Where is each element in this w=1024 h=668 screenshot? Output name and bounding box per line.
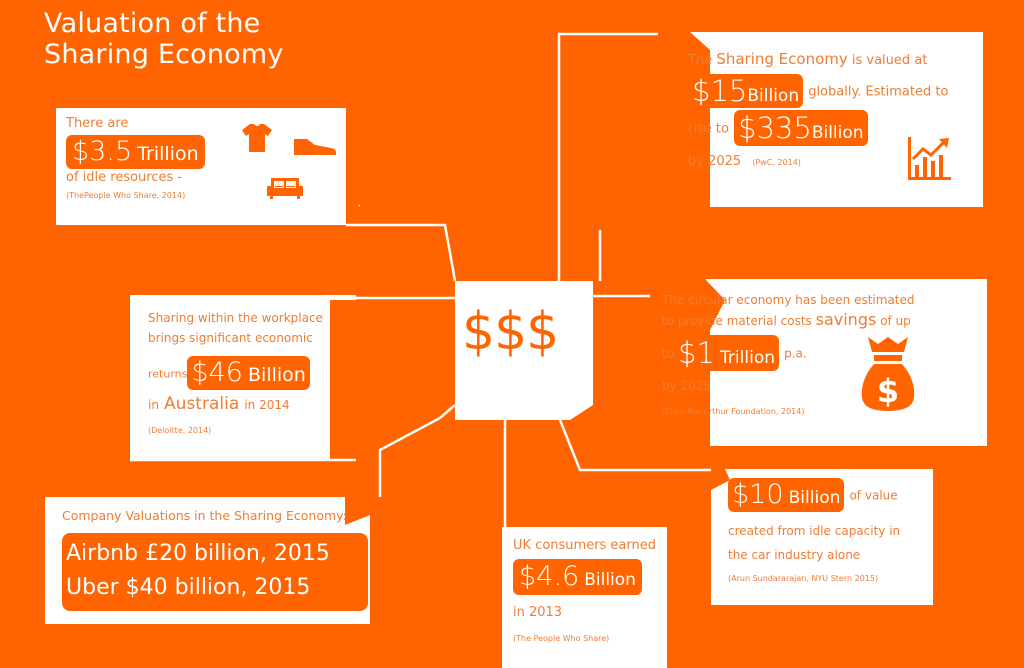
- circular-line-3-post: p.a.: [784, 346, 807, 361]
- global-line-1-post: is valued at: [847, 53, 928, 68]
- workplace-line-1: Sharing within the workplace: [148, 311, 323, 325]
- box-global-value: The Sharing Economy is valued at $15Bill…: [688, 50, 948, 169]
- workplace-line-4: in Australia in 2014: [148, 394, 323, 414]
- circular-line-2-post: of up: [880, 314, 911, 328]
- global-line-1-pre: The: [688, 53, 717, 68]
- workplace-source: (Deloitte, 2014): [148, 426, 212, 435]
- global-unit1: Billion: [747, 86, 800, 106]
- center-dollar-signs: $$$: [462, 302, 559, 362]
- idle-intro: There are: [66, 116, 129, 131]
- companies-list-badge: Airbnb £20 billion, 2015 Uber $40 billio…: [62, 533, 368, 611]
- money-bag-icon: $: [861, 337, 915, 411]
- car-line-1-post: of value: [849, 488, 898, 503]
- car-line-2: created from idle capacity in: [728, 524, 901, 538]
- global-source: (PwC, 2014): [752, 158, 801, 167]
- global-line-2-post: globally. Estimated to: [808, 84, 949, 100]
- box-circular: The circular economy has been estimated …: [662, 290, 915, 416]
- workplace-line-4-em: Australia: [164, 394, 240, 414]
- car-amount-badge: $10 Billion: [728, 478, 845, 512]
- global-amount2-badge: $335Billion: [734, 110, 868, 146]
- global-amount1: $15: [692, 74, 748, 108]
- global-line-4-text: by 2025: [688, 154, 742, 169]
- sofa-icon: [267, 178, 303, 199]
- companies-heading: Company Valuations in the Sharing Econom…: [62, 508, 347, 523]
- circular-line-2-pre: to provide material costs: [662, 314, 812, 328]
- workplace-line-4-pre: in: [148, 398, 159, 412]
- car-unit: Billion: [788, 488, 841, 508]
- global-line-1-em: Sharing Economy: [716, 50, 848, 68]
- idle-outro: of idle resources -: [66, 170, 183, 185]
- circular-amount: $1: [678, 336, 715, 370]
- growth-chart-icon: [908, 137, 951, 180]
- workplace-line-4-post: in 2014: [244, 398, 290, 412]
- idle-source: (ThePeople Who Share, 2014): [66, 191, 186, 200]
- global-line-1: The Sharing Economy is valued at: [688, 50, 948, 68]
- box-company-valuations: Company Valuations in the Sharing Econom…: [62, 508, 368, 611]
- idle-amount: $3.5: [72, 136, 133, 167]
- shoe-icon: [294, 139, 336, 155]
- circular-line-2: to provide material costs savings of up: [662, 310, 915, 331]
- workplace-line-2: brings significant economic: [148, 331, 313, 345]
- uk-unit: Billion: [584, 570, 636, 590]
- global-amount2: $335: [738, 111, 812, 145]
- box-uk-consumers: UK consumers earned $4.6 Billion in 2013…: [513, 538, 656, 643]
- box-car-industry: $10 Billion of value created from idle c…: [728, 478, 900, 583]
- circular-line-4: by 2025: [662, 379, 712, 393]
- global-line-3: rise to $335Billion: [688, 110, 948, 146]
- global-line-2: $15Billion globally. Estimated to: [688, 74, 948, 108]
- global-unit2: Billion: [811, 123, 864, 143]
- workplace-line-3-pre: returns: [148, 367, 188, 381]
- car-line-1: $10 Billion of value: [728, 478, 900, 512]
- circular-line-3: to $1 Trillion p.a.: [662, 335, 915, 371]
- car-line-3: the car industry alone: [728, 548, 861, 562]
- uk-source: (The People Who Share): [513, 634, 610, 643]
- tshirt-icon: [242, 124, 272, 152]
- idle-unit: Trillion: [137, 143, 199, 165]
- global-line-3-pre: rise to: [688, 121, 729, 137]
- workplace-amount: $46: [191, 357, 243, 388]
- uk-amount: $4.6: [519, 561, 580, 592]
- circular-line-2-em: savings: [815, 310, 877, 329]
- circular-line-3-pre: to: [662, 346, 675, 361]
- global-line-4: by 2025 (PwC, 2014): [688, 150, 948, 169]
- circular-source: (Ellen MacArthur Foundation, 2014): [662, 407, 805, 416]
- circular-line-1: The circular economy has been estimated: [662, 293, 915, 307]
- company-item-airbnb: Airbnb £20 billion, 2015: [66, 541, 330, 566]
- circular-unit: Trillion: [720, 348, 775, 368]
- workplace-unit: Billion: [248, 364, 306, 386]
- uk-line-3: in 2013: [513, 605, 563, 620]
- car-source: (Arun Sundararajan, NYU Stern 2015): [728, 574, 879, 583]
- workplace-line-3: returns $46 Billion: [148, 356, 323, 390]
- car-amount: $10: [732, 479, 784, 510]
- page-title: Valuation of the Sharing Economy: [44, 8, 284, 70]
- box-workplace: Sharing within the workplace brings sign…: [148, 308, 323, 435]
- svg-text:$: $: [877, 372, 899, 410]
- circular-amount-badge: $1 Trillion: [674, 335, 779, 371]
- uk-line-1: UK consumers earned: [513, 538, 657, 553]
- title-line-2: Sharing Economy: [44, 39, 284, 70]
- box-idle-resources: There are $3.5 Trillion of idle resource…: [66, 116, 205, 200]
- company-item-uber: Uber $40 billion, 2015: [66, 575, 311, 600]
- uk-amount-badge: $4.6 Billion: [513, 559, 642, 595]
- workplace-amount-badge: $46 Billion: [187, 356, 310, 390]
- idle-amount-badge: $3.5 Trillion: [66, 135, 205, 169]
- title-line-1: Valuation of the: [44, 8, 261, 39]
- global-amount1-badge: $15Billion: [688, 74, 804, 108]
